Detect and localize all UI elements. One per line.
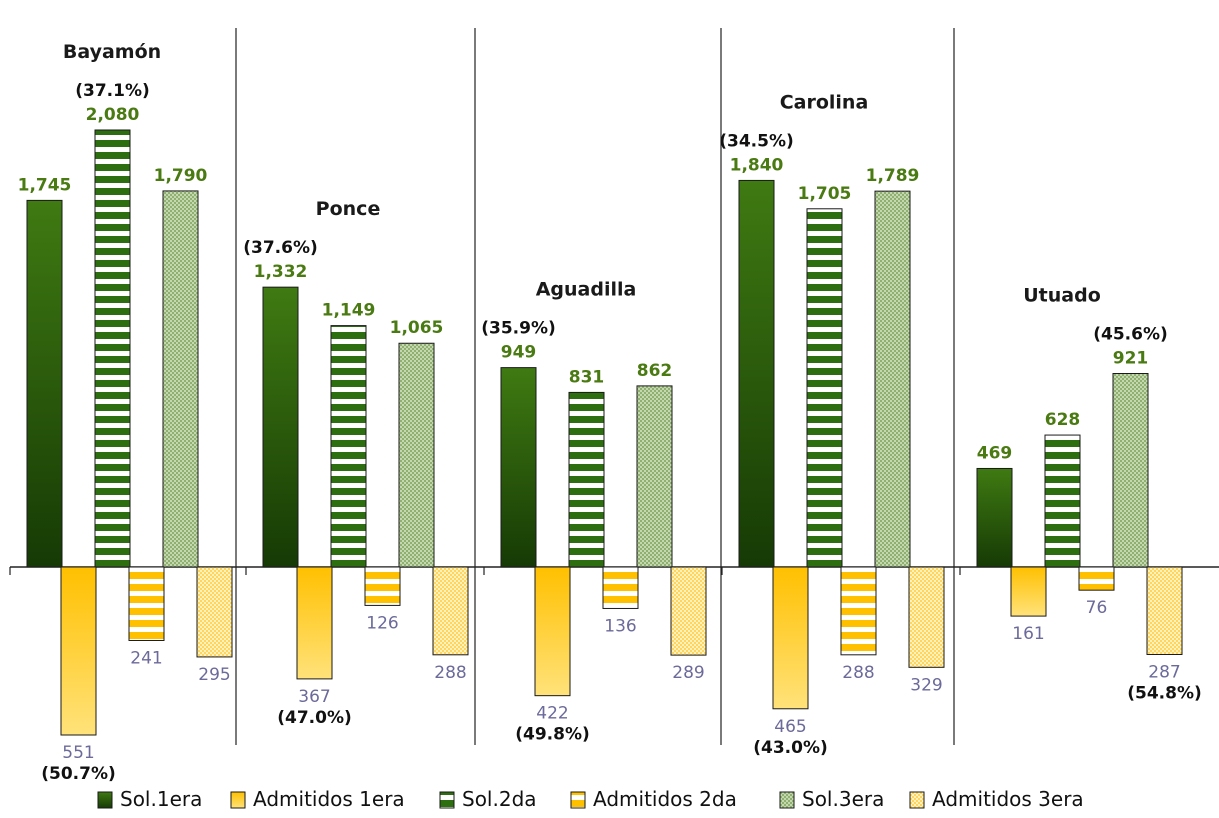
top-percent-aguadilla: (35.9%) bbox=[481, 319, 556, 339]
data-label-admitidos-1era-utuado: 161 bbox=[1012, 624, 1044, 644]
data-label-admitidos-2da-ponce: 126 bbox=[366, 613, 398, 633]
legend-label-sol-1era: Sol.1era bbox=[120, 787, 202, 811]
top-percent-utuado: (45.6%) bbox=[1093, 325, 1168, 345]
bar-admitidos-1era-carolina bbox=[772, 566, 809, 710]
bar-admitidos-1era-aguadilla bbox=[534, 566, 571, 697]
data-label-sol-3era-utuado: 921 bbox=[1113, 349, 1149, 369]
bar-sol-1era-ponce bbox=[262, 286, 299, 568]
bar-sol-2da-ponce bbox=[330, 325, 367, 568]
data-label-sol-1era-bayamon: 1,745 bbox=[18, 175, 72, 195]
bar-sol-1era-utuado bbox=[976, 467, 1013, 568]
bar-sol-3era-utuado bbox=[1112, 373, 1149, 568]
top-percent-ponce: (37.6%) bbox=[243, 238, 318, 258]
bar-admitidos-1era-bayamon bbox=[60, 566, 97, 736]
data-label-admitidos-1era-aguadilla: 422 bbox=[536, 704, 568, 724]
top-percent-carolina: (34.5%) bbox=[719, 131, 794, 151]
data-label-sol-1era-utuado: 469 bbox=[977, 443, 1013, 463]
legend-swatch-admitidos-1era bbox=[230, 791, 246, 809]
data-label-sol-1era-ponce: 1,332 bbox=[254, 262, 308, 282]
bar-sol-3era-carolina bbox=[874, 190, 911, 568]
bar-admitidos-3era-carolina bbox=[908, 566, 945, 668]
bar-sol-3era-bayamon bbox=[162, 190, 199, 568]
bar-sol-2da-aguadilla bbox=[568, 391, 605, 568]
data-label-admitidos-2da-carolina: 288 bbox=[842, 663, 874, 683]
bar-sol-2da-bayamon bbox=[94, 129, 131, 568]
bar-admitidos-3era-bayamon bbox=[196, 566, 233, 658]
bar-sol-3era-aguadilla bbox=[636, 385, 673, 568]
bottom-percent-utuado: (54.8%) bbox=[1127, 684, 1202, 704]
bar-admitidos-1era-ponce bbox=[296, 566, 333, 680]
data-label-admitidos-3era-ponce: 288 bbox=[434, 663, 466, 683]
data-label-admitidos-1era-carolina: 465 bbox=[774, 717, 806, 737]
group-label-ponce: Ponce bbox=[316, 198, 381, 220]
bar-admitidos-3era-aguadilla bbox=[670, 566, 707, 656]
bar-sol-1era-carolina bbox=[738, 179, 775, 568]
data-label-sol-1era-carolina: 1,840 bbox=[730, 155, 784, 175]
data-label-sol-2da-aguadilla: 831 bbox=[569, 367, 605, 387]
bar-admitidos-3era-ponce bbox=[432, 566, 469, 656]
bar-admitidos-2da-ponce bbox=[364, 566, 401, 606]
bar-admitidos-1era-utuado bbox=[1010, 566, 1047, 617]
legend-swatch-admitidos-2da bbox=[570, 791, 586, 809]
bar-sol-1era-bayamon bbox=[26, 199, 63, 568]
bottom-percent-carolina: (43.0%) bbox=[753, 738, 828, 758]
legend-label-admitidos-3era: Admitidos 3era bbox=[932, 787, 1084, 811]
data-label-sol-3era-aguadilla: 862 bbox=[637, 361, 673, 381]
top-percent-bayamon: (37.1%) bbox=[75, 81, 150, 101]
data-label-sol-3era-ponce: 1,065 bbox=[390, 318, 444, 338]
legend-swatch-sol-3era bbox=[779, 791, 795, 809]
bottom-percent-ponce: (47.0%) bbox=[277, 708, 352, 728]
legend-label-admitidos-2da: Admitidos 2da bbox=[593, 787, 737, 811]
bar-admitidos-2da-aguadilla bbox=[602, 566, 639, 609]
bar-admitidos-2da-bayamon bbox=[128, 566, 165, 641]
data-label-admitidos-2da-bayamon: 241 bbox=[130, 648, 162, 668]
group-label-aguadilla: Aguadilla bbox=[536, 279, 637, 301]
data-label-admitidos-1era-ponce: 367 bbox=[298, 687, 330, 707]
bar-sol-1era-aguadilla bbox=[500, 367, 537, 568]
data-label-admitidos-3era-bayamon: 295 bbox=[198, 665, 230, 685]
data-label-admitidos-3era-carolina: 329 bbox=[910, 675, 942, 695]
legend-swatch-admitidos-3era bbox=[909, 791, 925, 809]
data-label-sol-3era-carolina: 1,789 bbox=[866, 166, 920, 186]
bar-admitidos-2da-carolina bbox=[840, 566, 877, 656]
bar-sol-3era-ponce bbox=[398, 342, 435, 568]
legend-label-admitidos-1era: Admitidos 1era bbox=[253, 787, 405, 811]
data-label-sol-2da-bayamon: 2,080 bbox=[86, 105, 140, 125]
bottom-percent-aguadilla: (49.8%) bbox=[515, 725, 590, 745]
bar-admitidos-3era-utuado bbox=[1146, 566, 1183, 656]
data-label-admitidos-2da-aguadilla: 136 bbox=[604, 616, 636, 636]
data-label-sol-1era-aguadilla: 949 bbox=[501, 343, 537, 363]
legend-label-sol-3era: Sol.3era bbox=[802, 787, 884, 811]
legend-swatch-sol-2da bbox=[439, 791, 455, 809]
bar-sol-2da-utuado bbox=[1044, 434, 1081, 568]
bar-sol-2da-carolina bbox=[806, 208, 843, 568]
data-label-admitidos-2da-utuado: 76 bbox=[1086, 598, 1108, 618]
group-label-carolina: Carolina bbox=[780, 91, 869, 113]
legend-swatch-sol-1era bbox=[97, 791, 113, 809]
bottom-percent-bayamon: (50.7%) bbox=[41, 764, 116, 784]
group-label-utuado: Utuado bbox=[1023, 285, 1101, 307]
data-label-admitidos-1era-bayamon: 551 bbox=[62, 743, 94, 763]
bar-admitidos-2da-utuado bbox=[1078, 566, 1115, 591]
data-label-sol-2da-carolina: 1,705 bbox=[798, 184, 852, 204]
data-label-sol-3era-bayamon: 1,790 bbox=[154, 166, 208, 186]
group-label-bayamon: Bayamón bbox=[63, 41, 161, 63]
data-label-sol-2da-utuado: 628 bbox=[1045, 410, 1081, 430]
data-label-sol-2da-ponce: 1,149 bbox=[322, 301, 376, 321]
legend-label-sol-2da: Sol.2da bbox=[462, 787, 537, 811]
data-label-admitidos-3era-aguadilla: 289 bbox=[672, 663, 704, 683]
data-label-admitidos-3era-utuado: 287 bbox=[1148, 663, 1180, 683]
